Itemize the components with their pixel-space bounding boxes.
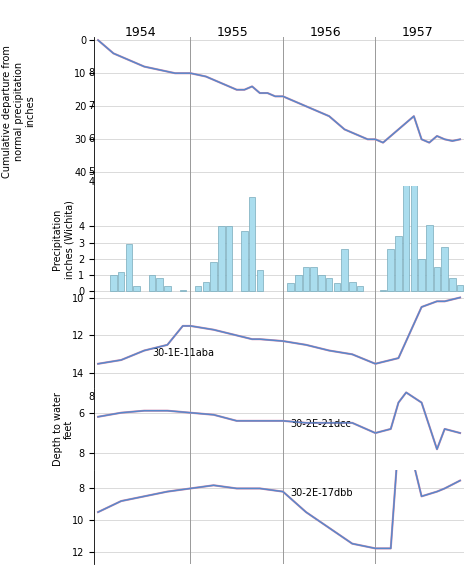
Bar xyxy=(310,267,317,291)
Bar xyxy=(149,275,155,291)
Bar xyxy=(295,275,301,291)
Text: 8: 8 xyxy=(88,391,94,401)
Bar xyxy=(426,225,432,291)
Bar xyxy=(241,231,248,291)
Bar xyxy=(349,282,356,291)
Bar xyxy=(110,275,117,291)
Bar xyxy=(164,286,171,291)
Bar xyxy=(457,285,463,291)
Bar xyxy=(118,272,124,291)
Bar xyxy=(203,282,209,291)
Bar xyxy=(341,249,348,291)
Text: 8: 8 xyxy=(88,68,94,78)
Bar xyxy=(133,286,140,291)
Bar xyxy=(179,290,186,291)
Bar xyxy=(303,267,309,291)
Text: 5: 5 xyxy=(88,167,94,177)
Text: 30-1E-11aba: 30-1E-11aba xyxy=(152,348,214,358)
Bar xyxy=(388,249,394,291)
Text: 1954: 1954 xyxy=(125,26,156,39)
Text: 1956: 1956 xyxy=(309,26,341,39)
Bar xyxy=(333,283,340,291)
Bar xyxy=(449,278,455,291)
Text: 4: 4 xyxy=(88,177,94,187)
Text: 30-2E-17dbb: 30-2E-17dbb xyxy=(291,488,353,498)
Bar xyxy=(156,278,163,291)
Text: 7: 7 xyxy=(88,101,94,111)
Y-axis label: Depth to water
feet: Depth to water feet xyxy=(53,392,74,466)
Bar xyxy=(357,286,363,291)
Bar xyxy=(211,262,217,291)
Bar xyxy=(411,170,417,291)
Text: 1955: 1955 xyxy=(217,26,249,39)
Bar xyxy=(434,267,440,291)
Bar xyxy=(195,286,202,291)
Bar xyxy=(257,270,263,291)
Bar xyxy=(126,244,132,291)
Bar xyxy=(418,259,425,291)
Bar xyxy=(441,247,448,291)
Y-axis label: Precipitation
inches (Wichita): Precipitation inches (Wichita) xyxy=(52,200,74,279)
Text: 6: 6 xyxy=(88,134,94,145)
Bar xyxy=(226,226,232,291)
Bar xyxy=(218,226,225,291)
Bar xyxy=(326,278,333,291)
Bar xyxy=(318,275,325,291)
Bar xyxy=(395,236,402,291)
Y-axis label: Cumulative departure from
normal precipitation
inches: Cumulative departure from normal precipi… xyxy=(2,45,35,177)
Bar xyxy=(403,153,409,291)
Bar xyxy=(249,197,255,291)
Text: 1957: 1957 xyxy=(402,26,434,39)
Bar xyxy=(287,283,294,291)
Text: 30-2E-21dcc: 30-2E-21dcc xyxy=(291,419,351,429)
Bar xyxy=(380,290,386,291)
